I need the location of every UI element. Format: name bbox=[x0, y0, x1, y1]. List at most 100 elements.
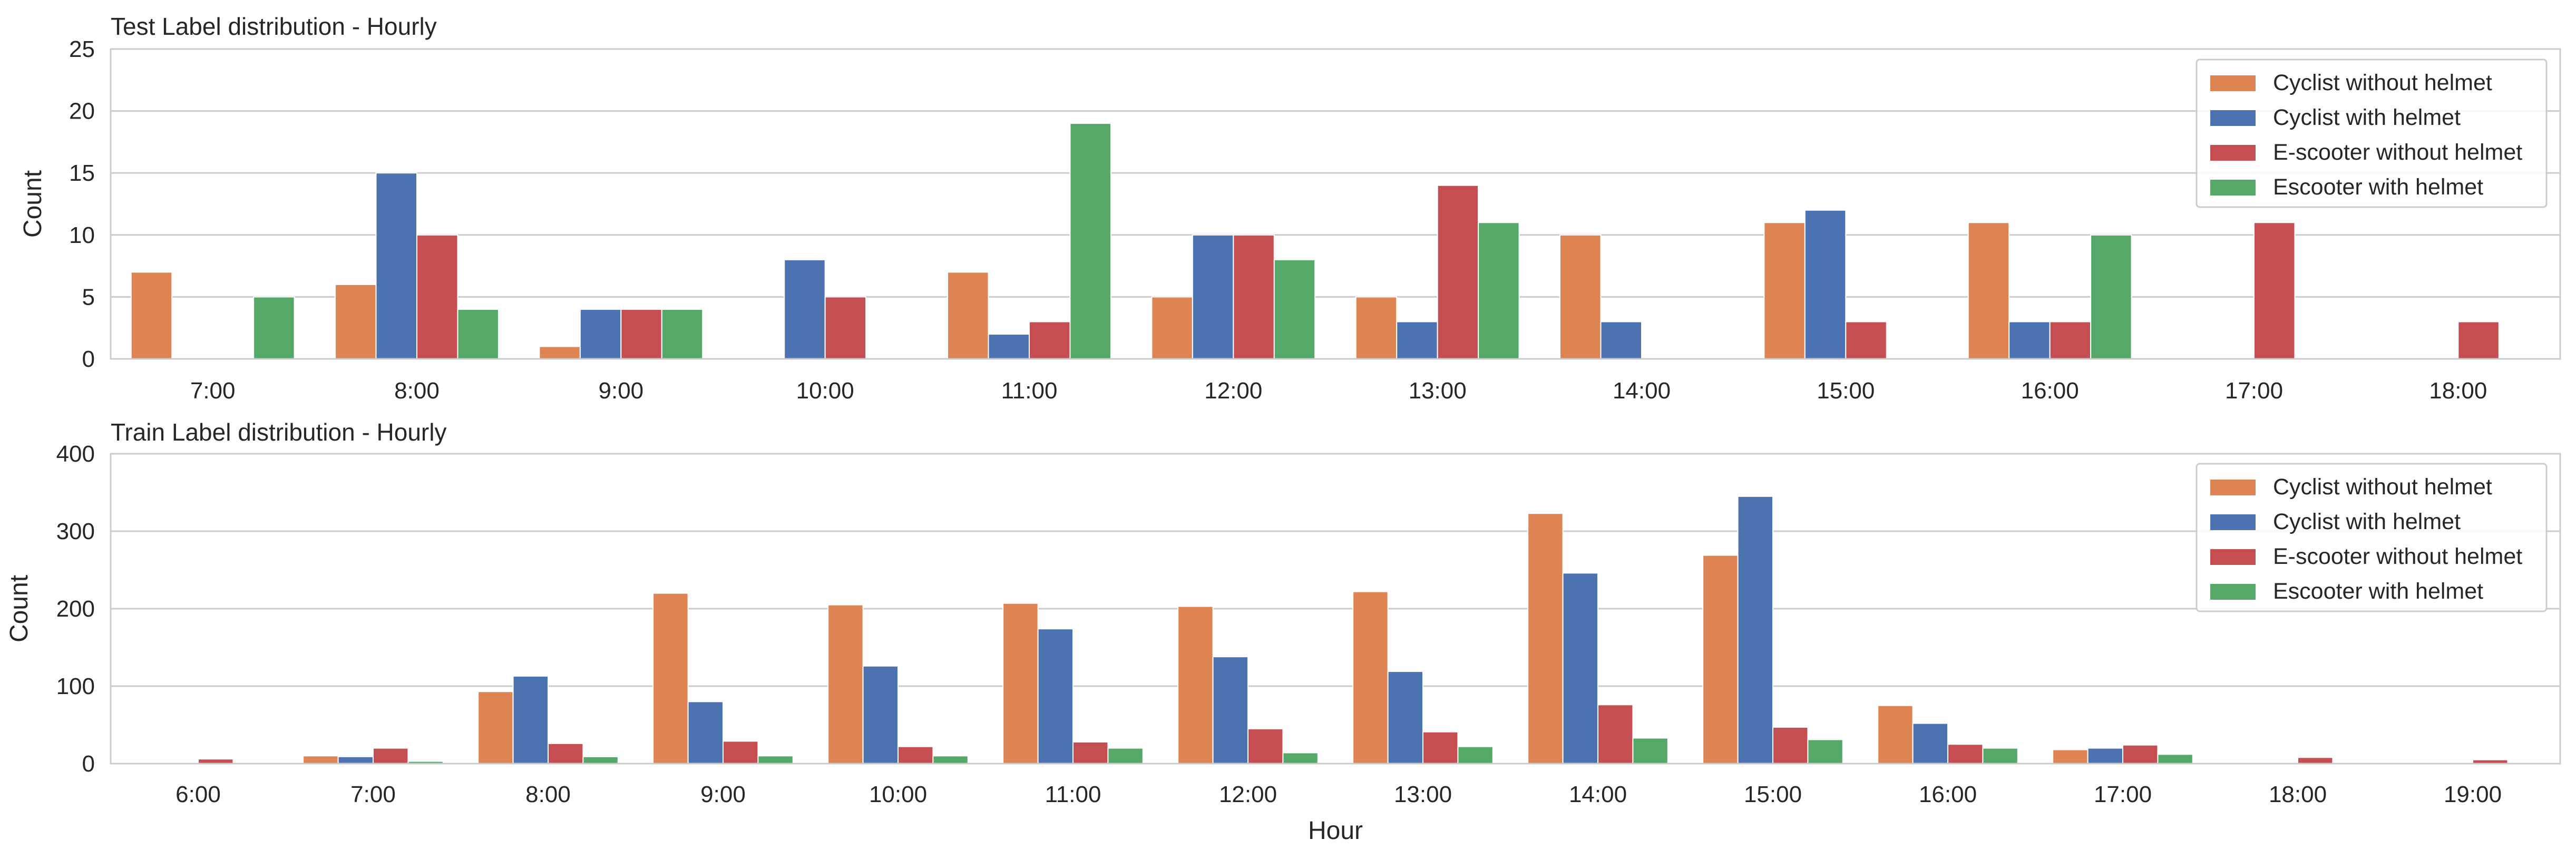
bar-2-1-5 bbox=[1037, 628, 1074, 764]
chart-title: Train Label distribution - Hourly bbox=[111, 418, 446, 446]
bar-2-2-6 bbox=[1247, 728, 1284, 764]
x-tick-label: 15:00 bbox=[1817, 378, 1875, 404]
legend-swatch bbox=[2210, 145, 2256, 161]
legend-label: Escooter with helmet bbox=[2273, 579, 2483, 604]
bar-1-3-9 bbox=[2090, 234, 2132, 359]
x-tick-label: 11:00 bbox=[1045, 782, 1101, 807]
legend-swatch bbox=[2210, 180, 2256, 196]
x-tick-label: 19:00 bbox=[2444, 782, 2502, 807]
bar-1-1-2 bbox=[579, 308, 622, 359]
x-tick-label: 14:00 bbox=[1613, 378, 1671, 404]
bar-2-0-8 bbox=[1527, 513, 1564, 764]
bar-2-3-11 bbox=[2157, 754, 2193, 764]
bar-2-3-3 bbox=[757, 755, 794, 765]
bar-2-0-10 bbox=[1877, 705, 1914, 764]
legend-box bbox=[2196, 463, 2548, 612]
x-tick-label: 13:00 bbox=[1409, 378, 1467, 404]
x-axis-label: Hour bbox=[1308, 817, 1363, 845]
legend-label: Cyclist without helmet bbox=[2273, 474, 2492, 500]
bar-1-0-0 bbox=[130, 271, 173, 359]
bar-2-3-4 bbox=[932, 755, 969, 765]
y-tick-label: 5 bbox=[82, 284, 95, 310]
bar-2-0-1 bbox=[303, 755, 339, 765]
bar-1-1-6 bbox=[1396, 321, 1438, 359]
bar-2-1-6 bbox=[1212, 656, 1249, 765]
bar-1-0-1 bbox=[335, 284, 377, 359]
bar-2-1-7 bbox=[1387, 671, 1424, 764]
bar-2-3-5 bbox=[1107, 747, 1144, 764]
y-tick-label: 25 bbox=[69, 36, 95, 62]
bar-1-3-5 bbox=[1273, 259, 1316, 359]
plot-frame bbox=[110, 48, 2561, 360]
x-tick-label: 10:00 bbox=[869, 782, 927, 807]
bar-2-1-9 bbox=[1737, 495, 1774, 764]
bar-1-2-4 bbox=[1029, 321, 1071, 359]
bar-1-0-8 bbox=[1763, 222, 1806, 359]
bar-1-3-0 bbox=[253, 296, 295, 360]
y-tick-label: 20 bbox=[69, 99, 95, 124]
legend-label: Cyclist without helmet bbox=[2273, 70, 2492, 95]
legend: Cyclist without helmet Cyclist with helme… bbox=[2196, 58, 2548, 208]
bar-2-0-6 bbox=[1177, 606, 1214, 764]
bar-2-2-9 bbox=[1772, 726, 1809, 765]
bar-1-0-7 bbox=[1559, 234, 1602, 359]
bar-2-0-7 bbox=[1352, 591, 1389, 765]
bar-1-2-5 bbox=[1233, 234, 1275, 359]
x-tick-label: 18:00 bbox=[2429, 378, 2487, 404]
y-tick-label: 10 bbox=[69, 222, 95, 248]
bar-1-2-6 bbox=[1437, 184, 1479, 359]
x-tick-label: 18:00 bbox=[2269, 782, 2327, 807]
bar-1-2-8 bbox=[1845, 321, 1887, 359]
bar-2-2-3 bbox=[723, 740, 759, 764]
bar-2-0-5 bbox=[1002, 602, 1039, 764]
legend-label: Cyclist with helmet bbox=[2273, 509, 2461, 534]
bar-1-2-11 bbox=[2457, 321, 2500, 359]
x-tick-label: 12:00 bbox=[1219, 782, 1277, 807]
x-tick-label: 6:00 bbox=[175, 782, 221, 807]
x-tick-label: 16:00 bbox=[2021, 378, 2079, 404]
x-tick-label: 14:00 bbox=[1569, 782, 1627, 807]
x-tick-label: 9:00 bbox=[599, 378, 644, 404]
x-tick-label: 17:00 bbox=[2094, 782, 2152, 807]
bar-2-3-9 bbox=[1807, 739, 1843, 765]
bar-2-3-10 bbox=[1982, 747, 2018, 764]
bar-1-1-9 bbox=[2008, 321, 2051, 359]
bar-1-3-1 bbox=[457, 308, 499, 359]
bar-2-0-11 bbox=[2052, 749, 2089, 765]
bar-1-2-9 bbox=[2049, 321, 2092, 359]
bar-2-3-6 bbox=[1282, 752, 1319, 765]
bar-2-2-1 bbox=[373, 747, 409, 764]
bar-1-1-3 bbox=[784, 259, 826, 359]
bar-2-0-3 bbox=[652, 592, 689, 764]
x-tick-label: 9:00 bbox=[700, 782, 746, 807]
legend: Cyclist without helmet Cyclist with helme… bbox=[2196, 463, 2548, 612]
legend-label: Cyclist with helmet bbox=[2273, 105, 2461, 130]
bar-2-2-8 bbox=[1597, 704, 1634, 765]
x-tick-label: 7:00 bbox=[350, 782, 396, 807]
bar-1-1-7 bbox=[1600, 321, 1643, 359]
bar-1-0-4 bbox=[947, 271, 989, 359]
x-tick-label: 8:00 bbox=[525, 782, 571, 807]
legend-swatch bbox=[2210, 110, 2256, 126]
bar-2-2-12 bbox=[2297, 757, 2334, 764]
x-tick-label: 15:00 bbox=[1744, 782, 1802, 807]
legend-swatch bbox=[2210, 514, 2256, 530]
chart-panel-2: 0 100 200 300 400 6:00 7:00 8:00 9:00 10:00 11:00 1… bbox=[5, 418, 2561, 845]
bar-2-1-8 bbox=[1562, 572, 1599, 764]
bar-1-3-2 bbox=[661, 308, 704, 359]
bar-1-1-1 bbox=[375, 172, 417, 359]
bar-2-2-7 bbox=[1422, 731, 1459, 764]
bar-2-2-2 bbox=[548, 743, 584, 765]
bar-2-1-4 bbox=[862, 665, 899, 765]
legend-swatch bbox=[2210, 549, 2256, 565]
y-tick-label: 300 bbox=[56, 519, 95, 544]
x-tick-label: 12:00 bbox=[1204, 378, 1262, 404]
y-tick-label: 15 bbox=[69, 160, 95, 186]
bar-1-1-5 bbox=[1192, 234, 1234, 359]
y-tick-label: 0 bbox=[82, 751, 95, 777]
legend-label: E-scooter without helmet bbox=[2273, 140, 2522, 165]
x-tick-label: 13:00 bbox=[1394, 782, 1452, 807]
x-tick-label: 7:00 bbox=[190, 378, 236, 404]
bar-1-2-2 bbox=[620, 308, 662, 359]
bar-1-1-4 bbox=[988, 333, 1030, 360]
